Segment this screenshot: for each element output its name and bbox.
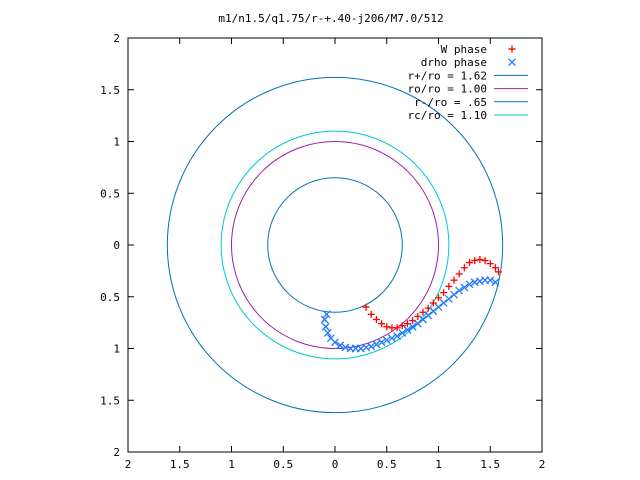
circle-3 [220,130,450,360]
legend-label-4: r-/ro = .65 [414,96,487,109]
y-tick-label-4: 0 [113,239,120,252]
point-0-22 [476,255,484,263]
legend-marker-1 [508,58,516,67]
point-0-25 [491,264,499,272]
point-0-7 [398,322,406,330]
point-0-4 [383,323,391,331]
legend-label-5: rc/ro = 1.10 [408,109,487,122]
point-0-16 [445,282,453,290]
point-0-13 [429,299,437,307]
point-0-17 [450,276,458,284]
point-0-6 [393,324,401,332]
x-tick-label-4: 0 [332,458,339,471]
point-1-25 [434,303,443,312]
point-0-3 [378,320,386,328]
y-tick-label-1: 1.5 [100,84,120,97]
legend-label-0: W phase [441,43,487,56]
y-tick-label-8: 2 [113,446,120,459]
legend-label-3: ro/ro = 1.00 [408,83,487,96]
point-1-22 [419,315,427,324]
point-0-20 [466,259,474,267]
point-1-0 [322,310,331,319]
x-tick-label-5: 0.5 [377,458,397,471]
legend-entry-3: ro/ro = 1.00 [408,83,528,96]
legend-entry-1: drho phase [421,56,516,69]
circle-0 [166,76,504,414]
legend-entry-5: rc/ro = 1.10 [408,109,528,122]
y-tick-label-2: 1 [113,136,120,149]
legend-entry-4: r-/ro = .65 [414,96,528,109]
y-tick-label-3: 0.5 [100,187,120,200]
point-0-1 [367,310,375,318]
point-1-21 [413,319,422,328]
axis-ticks: 2 1.5 1 0.5 0 0.5 1 1.5 221.510.500.511.52 [100,32,545,471]
point-1-1 [320,315,329,324]
point-1-12 [367,342,376,351]
point-1-20 [408,322,417,331]
legend-entry-0: W phase [441,43,516,56]
y-tick-label-0: 2 [113,32,120,45]
point-1-14 [377,338,386,347]
series-0 [362,255,503,332]
point-0-18 [455,270,463,278]
point-1-19 [403,325,412,334]
point-1-2 [321,322,330,331]
point-1-27 [444,294,453,303]
point-0-19 [460,264,468,272]
x-tick-label-1: 1.5 [170,458,190,471]
x-tick-label-7: 1.5 [480,458,500,471]
series-1 [320,276,500,353]
point-0-26 [495,268,503,276]
point-1-18 [398,329,407,337]
reference-circles [166,76,504,414]
x-tick-label-2: 1 [228,458,235,471]
point-1-24 [429,307,438,316]
x-tick-label-8: 2 [539,458,546,471]
chart-title: m1/n1.5/q1.75/r-+.40-j206/M7.0/512 [218,12,443,25]
y-tick-label-6: 1 [113,343,120,356]
point-0-0 [362,303,370,311]
point-0-2 [372,316,380,324]
point-1-5 [331,338,339,347]
point-0-14 [435,294,442,302]
legend-marker-0 [508,45,516,53]
point-1-23 [424,311,433,320]
point-1-13 [372,340,381,349]
point-0-23 [481,257,489,265]
legend-entry-2: r+/ro = 1.62 [408,69,528,82]
circle-2 [267,177,403,313]
legend-label-2: r+/ro = 1.62 [408,69,487,82]
data-series [320,255,503,353]
legend-label-1: drho phase [421,56,487,69]
point-1-3 [323,329,332,337]
point-1-29 [455,286,464,295]
x-tick-label-3: 0.5 [273,458,293,471]
point-1-35 [486,276,495,285]
x-tick-label-0: 2 [125,458,132,471]
point-0-24 [486,260,494,268]
point-1-36 [491,278,500,287]
point-1-28 [450,290,458,299]
y-tick-label-7: 1.5 [100,394,120,407]
point-1-16 [387,334,396,343]
point-1-6 [336,341,345,350]
x-tick-label-6: 1 [435,458,442,471]
point-1-31 [465,280,474,289]
point-1-30 [460,283,469,292]
point-1-17 [393,332,402,341]
point-1-15 [382,336,391,345]
point-1-26 [439,299,448,307]
point-0-21 [471,257,479,265]
circle-1 [231,141,439,349]
y-tick-label-5: 0.5 [100,291,120,304]
point-0-15 [440,289,448,297]
